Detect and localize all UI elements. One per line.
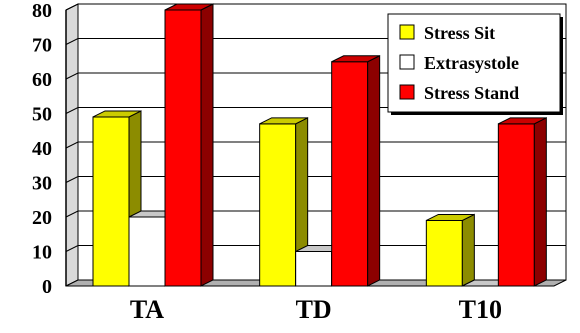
bar-td-stress-stand-front bbox=[331, 61, 369, 287]
legend: Stress Sit Extrasystole Stress Stand bbox=[387, 13, 563, 115]
bar-t10-stress-stand bbox=[497, 117, 547, 287]
legend-swatch-stress-sit bbox=[399, 24, 415, 40]
bar-t10-stress-stand-front bbox=[497, 123, 535, 287]
y-tick-label-50: 50 bbox=[32, 104, 52, 126]
bar-ta-extrasystole-front bbox=[128, 216, 166, 287]
legend-box bbox=[387, 13, 561, 113]
bar-td-extrasystole-front bbox=[295, 251, 333, 287]
legend-label-stress-stand: Stress Stand bbox=[424, 83, 519, 103]
legend-swatch-stress-stand bbox=[399, 84, 415, 100]
y-tick-label-80: 80 bbox=[32, 0, 52, 22]
bar-ta-stress-stand-side bbox=[200, 3, 214, 287]
bar-t10-stress-sit bbox=[425, 213, 475, 287]
y-tick-label-30: 30 bbox=[32, 173, 52, 195]
bars bbox=[92, 3, 547, 287]
x-tick-label-ta: TA bbox=[130, 295, 164, 324]
bar-t10-stress-stand-side bbox=[533, 117, 547, 287]
legend-label-stress-sit: Stress Sit bbox=[424, 23, 495, 43]
bar-t10-stress-sit-side bbox=[461, 213, 475, 287]
gridline-20 bbox=[65, 210, 566, 218]
gridline-10 bbox=[65, 245, 566, 252]
gridline-40 bbox=[65, 141, 566, 149]
bar-ta-stress-stand bbox=[164, 3, 214, 287]
gridline-80 bbox=[65, 3, 566, 11]
y-tick-label-10: 10 bbox=[32, 242, 52, 264]
x-tick-label-t10: T10 bbox=[459, 295, 502, 324]
y-axis: 0 10 20 30 40 50 60 70 80 bbox=[32, 0, 67, 298]
y-tick-label-40: 40 bbox=[32, 138, 52, 160]
bar-ta-stress-stand-front bbox=[164, 9, 202, 287]
bar-ta-stress-sit-top bbox=[92, 110, 142, 118]
bar-ta-stress-sit-front bbox=[92, 116, 130, 287]
bar-t10-stress-sit-top bbox=[426, 213, 475, 221]
y-tick-label-0: 0 bbox=[42, 276, 52, 298]
bar-t10-stress-stand-top bbox=[498, 117, 547, 125]
bar-td-stress-sit-top bbox=[259, 117, 308, 125]
bar-t10-stress-sit-front bbox=[425, 219, 463, 287]
bar-td-stress-stand bbox=[331, 54, 381, 287]
bar-td-stress-stand-side bbox=[367, 54, 381, 287]
legend-label-extrasystole: Extrasystole bbox=[424, 53, 519, 73]
bar-td-stress-stand-top bbox=[331, 55, 380, 63]
x-axis-labels: TA TD T10 bbox=[130, 295, 502, 324]
x-tick-label-td: TD bbox=[296, 295, 332, 324]
bar-td-stress-sit bbox=[259, 117, 309, 287]
y-tick-label-60: 60 bbox=[32, 69, 52, 91]
legend-swatch-extrasystole bbox=[399, 54, 415, 70]
bar-td-stress-sit-front bbox=[259, 123, 297, 287]
bar-ta-stress-stand-top bbox=[164, 3, 214, 11]
y-tick-label-70: 70 bbox=[32, 35, 52, 57]
gridline-30 bbox=[65, 176, 566, 183]
y-tick-label-20: 20 bbox=[32, 207, 52, 229]
